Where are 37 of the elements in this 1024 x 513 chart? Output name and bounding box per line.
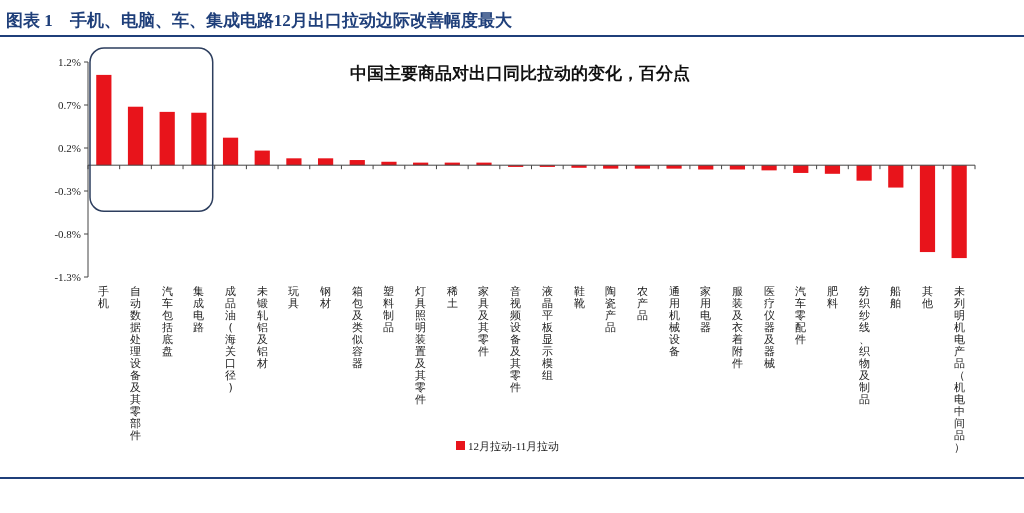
x-tick-label: 汽车零配件 — [795, 285, 807, 346]
category-label: 成品油(海关口径) — [225, 285, 237, 394]
x-tick-label: 塑料制品 — [383, 285, 395, 334]
x-tick-label: 鞋靴 — [573, 285, 585, 310]
title: 图表 1 手机、电脑、车、集成电路12月出口拉动边际改善幅度最大 — [6, 11, 512, 30]
x-tick-label: 未锻轧铝及铝材 — [255, 285, 268, 370]
legend: 12月拉动-11月拉动 — [456, 440, 560, 452]
x-tick-label: 汽车包括底盘 — [161, 285, 173, 358]
chart-subtitle: 中国主要商品对出口同比拉动的变化，百分点 — [350, 64, 690, 83]
x-tick-label: 家用电器 — [700, 285, 712, 334]
category-label: 音视频设备及其零件 — [510, 285, 522, 394]
x-tick-label: 农产品 — [636, 285, 648, 322]
x-tick-label: 稀土 — [446, 285, 458, 310]
y-tick-label: 0.7% — [58, 99, 81, 111]
y-tick-label: -1.3% — [54, 271, 81, 283]
x-tick-label: 手机 — [98, 285, 110, 310]
y-tick-label: 1.2% — [58, 56, 81, 68]
category-label: 纺织纱线、织物及制品 — [858, 285, 870, 406]
x-tick-label: 其他 — [921, 285, 933, 310]
x-tick-label: 液晶平板显示模组 — [540, 285, 553, 382]
y-tick-label: -0.8% — [54, 228, 81, 240]
x-tick-label: 箱包及类似容器 — [351, 285, 363, 370]
x-tick-label: 船舶 — [890, 285, 902, 310]
x-tick-label: 集成电路 — [193, 285, 205, 334]
category-label: 未列明机电产品（机电中间品） — [953, 285, 965, 454]
x-tick-label: 肥料 — [826, 285, 838, 310]
category-label: 灯具照明装置及其零件 — [415, 285, 427, 406]
y-tick-label: 0.2% — [58, 142, 81, 154]
x-tick-label: 钢材 — [319, 285, 332, 310]
x-tick-label: 医疗仪器及器械 — [763, 285, 775, 370]
x-tick-label: 通用机械设备 — [668, 285, 680, 358]
x-tick-label: 服装及衣着附件 — [731, 285, 743, 370]
y-tick-label: -0.3% — [54, 185, 81, 197]
x-tick-label: 家具及其零件 — [478, 285, 490, 358]
x-tick-label: 陶瓷产品 — [605, 285, 617, 334]
category-label: 自动数据处理设备及其零部件 — [130, 285, 142, 442]
x-tick-label: 玩具 — [288, 285, 300, 310]
